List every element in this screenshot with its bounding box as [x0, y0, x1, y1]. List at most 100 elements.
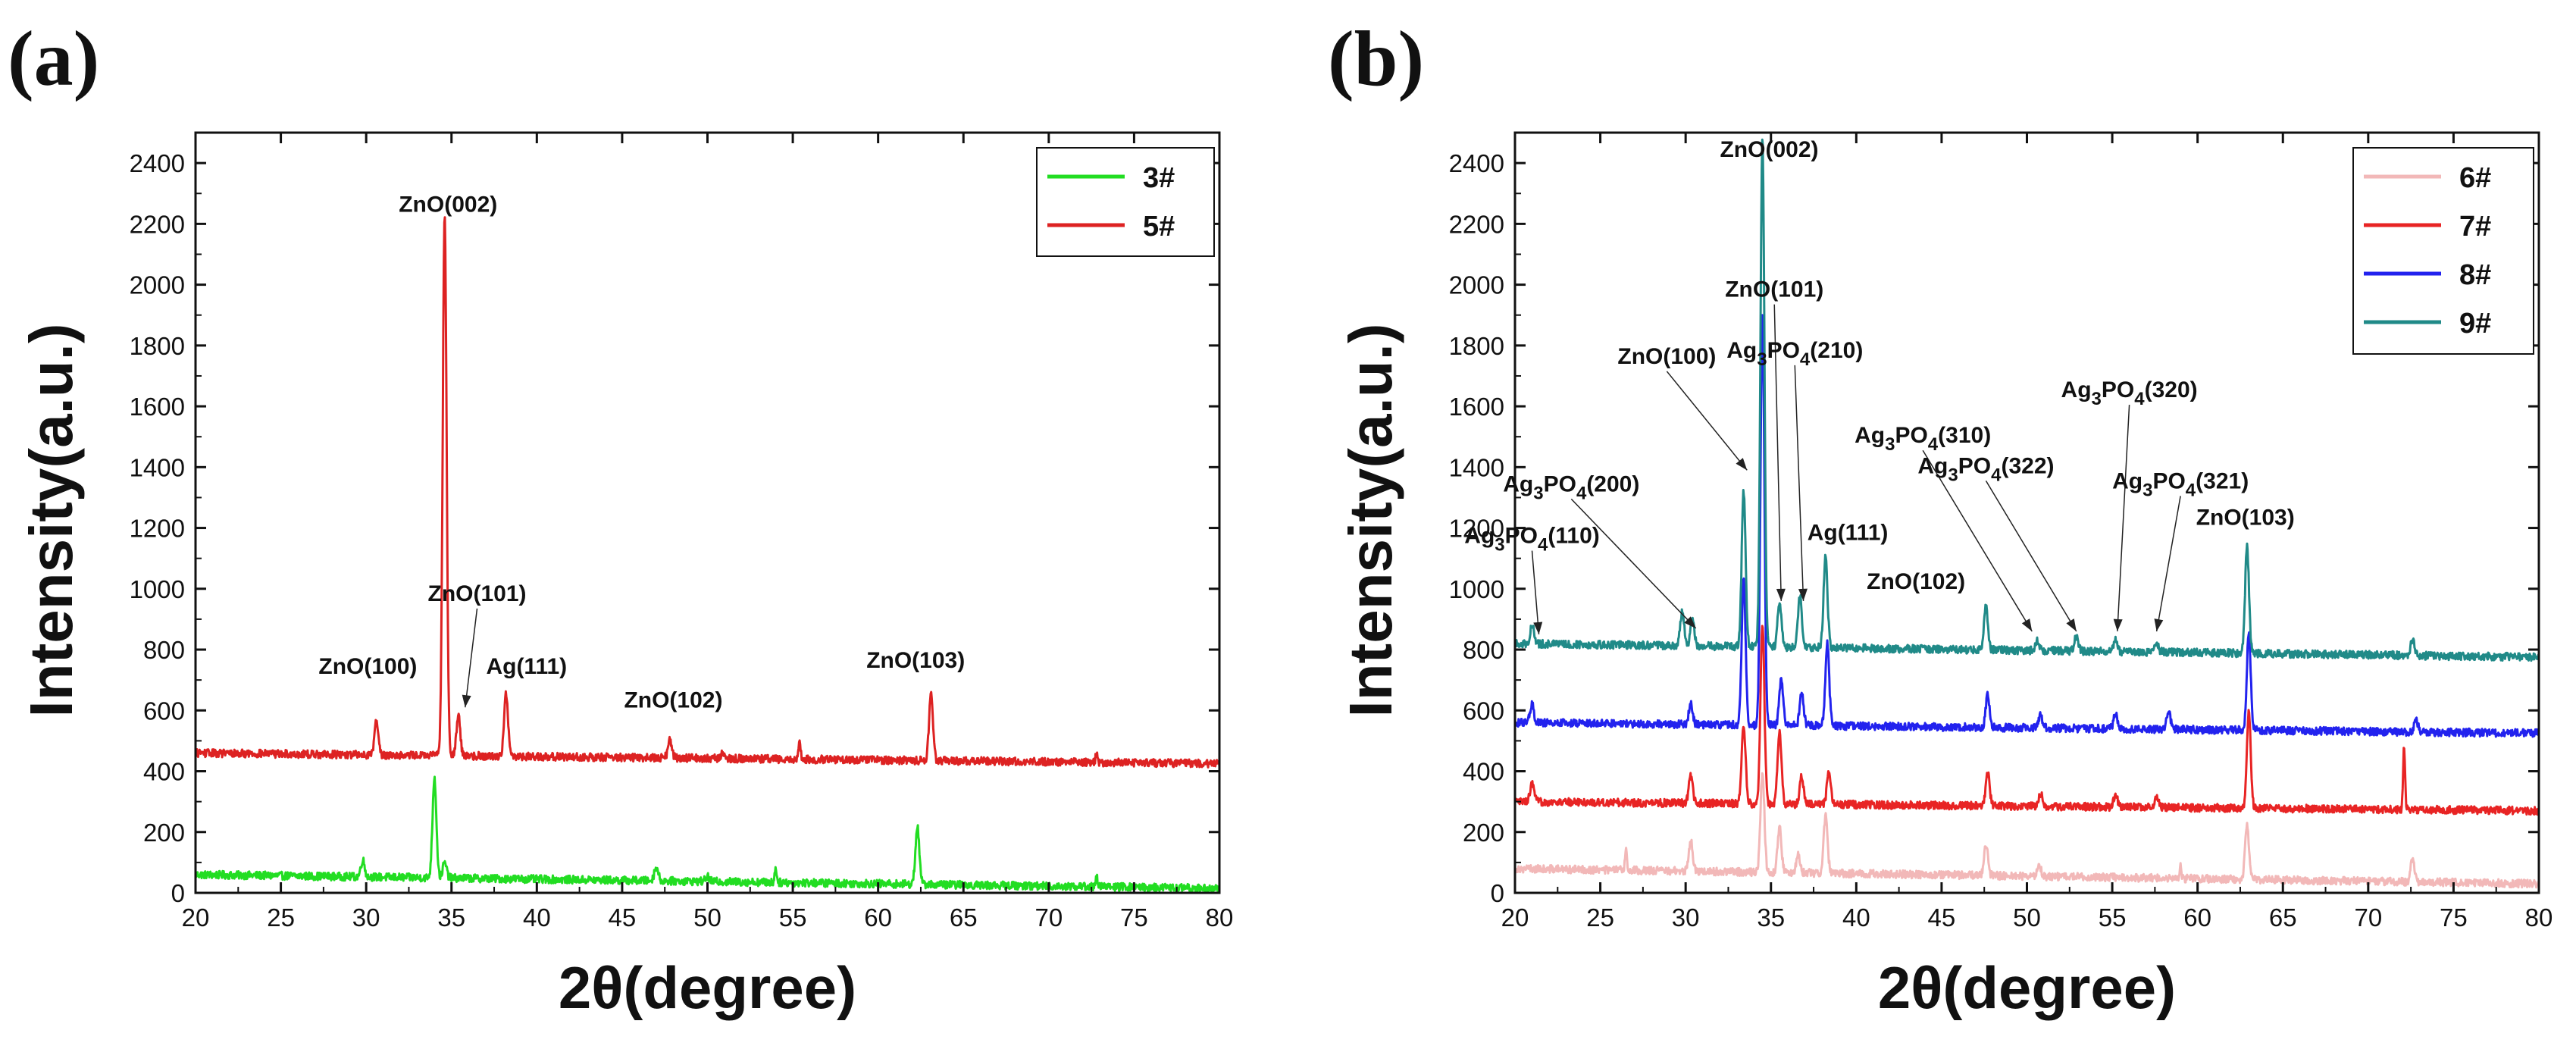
annotation-part: 4	[2134, 389, 2145, 409]
annotation-part: PO	[1895, 423, 1927, 448]
y-tick-label: 1000	[130, 575, 185, 603]
x-tick-label: 20	[1501, 903, 1529, 932]
annotation-arrow	[1570, 498, 1697, 629]
peak-annotation: ZnO(102)	[624, 687, 722, 712]
x-tick-label: 55	[2099, 903, 2127, 932]
peak-annotation: ZnO(002)	[1720, 137, 1818, 162]
annotation-part: PO	[1505, 524, 1538, 549]
legend-entry-label: 7#	[2459, 211, 2491, 243]
legend: 6# 7# 8# 9#	[2352, 147, 2534, 355]
y-tick-label: 2400	[130, 149, 185, 177]
annotation-part: 4	[1928, 434, 1939, 455]
y-tick-label: 600	[1463, 697, 1504, 725]
x-tick-label: 30	[352, 903, 380, 932]
annotation-part: 3	[1885, 434, 1895, 455]
annotation-arrow	[1985, 480, 2077, 632]
peak-annotation: Ag3PO4(322)	[1917, 453, 2054, 485]
peak-annotation: ZnO(101)	[1725, 277, 1823, 302]
x-tick-label: 40	[523, 903, 551, 932]
y-tick-label: 0	[171, 879, 185, 907]
x-tick-label: 45	[1928, 903, 1956, 932]
annotation-arrowhead	[2113, 618, 2123, 631]
panel-label: (b)	[1328, 15, 1424, 102]
y-tick-label: 400	[1463, 758, 1504, 786]
annotation-part: Ag	[1855, 423, 1885, 448]
annotation-part: PO	[2102, 377, 2134, 402]
series-5-line	[196, 216, 1219, 769]
annotation-arrow	[2155, 496, 2181, 632]
x-tick-label: 35	[437, 903, 465, 932]
annotation-arrow	[1794, 365, 1804, 601]
x-tick-label: 80	[2525, 903, 2553, 932]
x-tick-label: 50	[2013, 903, 2041, 932]
annotation-part: PO	[1544, 471, 1576, 496]
y-tick-label: 2200	[130, 210, 185, 238]
annotation-arrowhead	[462, 694, 471, 708]
x-tick-label: 75	[1120, 903, 1148, 932]
y-tick-label: 2200	[1449, 210, 1504, 238]
peak-annotation: ZnO(103)	[866, 648, 965, 673]
y-axis-title: Intensity(a.u.)	[17, 323, 85, 717]
annotation-arrowhead	[1798, 588, 1808, 601]
annotation-arrowhead	[1684, 616, 1696, 628]
annotation-part: PO	[1767, 338, 1800, 363]
legend-entry-label: 8#	[2459, 259, 2491, 291]
y-tick-label: 2000	[130, 271, 185, 299]
annotation-part: 3	[1757, 349, 1767, 370]
annotation-arrowhead	[1533, 622, 1543, 634]
panel-b-chart: (b)20 25 30 35 40 45 50 55 60 65 70 75 8002004006008…	[1328, 15, 2553, 1021]
series-3-line	[196, 775, 1219, 893]
peak-annotation: Ag(111)	[1808, 521, 1889, 546]
annotation-part: (321)	[2196, 468, 2249, 493]
panel-a-chart: (a)20 25 30 35 40 45 50 55 60 65 70 75 8002004006008…	[8, 15, 1233, 1021]
peak-annotation: ZnO(100)	[1617, 344, 1716, 369]
x-tick-label: 80	[1206, 903, 1234, 932]
annotation-part: (322)	[2001, 453, 2054, 478]
annotation-arrowhead	[1776, 588, 1786, 601]
y-tick-label: 200	[1463, 819, 1504, 847]
series-group	[196, 216, 1219, 893]
y-tick-label: 2400	[1449, 149, 1504, 177]
legend-box	[2352, 147, 2534, 355]
peak-annotation: ZnO(002)	[399, 192, 497, 217]
x-tick-label: 70	[2354, 903, 2382, 932]
x-tick-label: 30	[1672, 903, 1700, 932]
legend-box	[1036, 147, 1215, 257]
annotation-part: Ag	[1464, 524, 1495, 549]
y-tick-label: 1400	[1449, 453, 1504, 481]
peak-annotation: Ag3PO4(320)	[2061, 377, 2198, 409]
annotation-part: PO	[2152, 468, 2185, 493]
legend-entry-label: 3#	[1143, 162, 1175, 194]
annotation-part: 3	[1533, 483, 1543, 503]
annotation-arrow	[1531, 550, 1540, 635]
y-tick-label: 1800	[1449, 332, 1504, 360]
x-tick-label: 25	[1586, 903, 1614, 932]
x-tick-label: 20	[182, 903, 210, 932]
y-tick-label: 800	[1463, 636, 1504, 664]
legend-entry-label: 9#	[2459, 308, 2491, 340]
annotation-part: 4	[1538, 535, 1548, 556]
x-tick-label: 75	[2440, 903, 2468, 932]
y-axis-title: Intensity(a.u.)	[1337, 323, 1404, 717]
y-tick-label: 600	[143, 697, 185, 725]
peak-annotation: Ag3PO4(321)	[2112, 468, 2249, 500]
annotation-part: (320)	[2145, 377, 2198, 402]
peak-annotation: Ag3PO4(200)	[1503, 471, 1639, 503]
annotation-part: Ag	[2112, 468, 2142, 493]
annotation-part: (210)	[1810, 338, 1863, 363]
annotation-part: Ag	[1917, 453, 1948, 478]
x-tick-label: 60	[864, 903, 892, 932]
annotation-part: Ag	[2061, 377, 2092, 402]
peak-annotation: Ag3PO4(310)	[1855, 423, 1991, 455]
peak-annotation: ZnO(102)	[1867, 569, 1965, 594]
annotation-part: 4	[1800, 349, 1811, 370]
annotation-part: 3	[2142, 480, 2152, 500]
x-axis-title: 2θ(degree)	[1878, 954, 2176, 1021]
y-tick-label: 2000	[1449, 271, 1504, 299]
legend-entry-label: 5#	[1143, 211, 1175, 243]
y-tick-label: 200	[143, 819, 185, 847]
annotation-part: 4	[2186, 480, 2196, 500]
series-9-line	[1515, 138, 2539, 662]
x-tick-label: 55	[779, 903, 807, 932]
